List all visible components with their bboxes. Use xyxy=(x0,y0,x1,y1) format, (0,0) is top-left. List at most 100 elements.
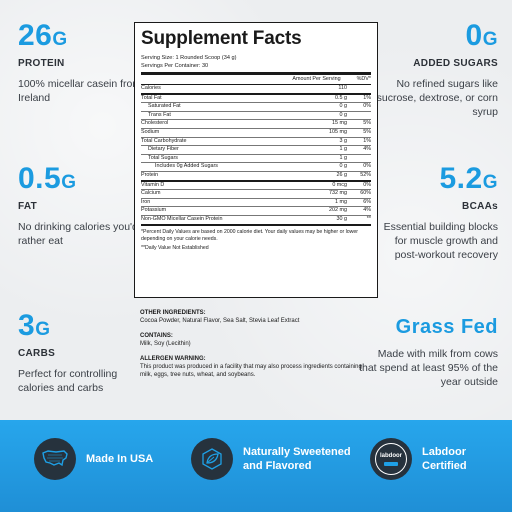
supplement-facts-panel: Supplement Facts Serving Size: 1 Rounded… xyxy=(134,22,378,298)
contains-heading: CONTAINS: xyxy=(140,333,173,339)
labdoor-seal-text: labdoor xyxy=(380,452,402,459)
facts-cell-name: Trans Fat xyxy=(148,111,171,118)
facts-row: Total Carbohydrate 3 g 1% xyxy=(141,138,371,147)
stat-value: Grass Fed xyxy=(395,316,498,338)
facts-row: Calories 110 xyxy=(141,85,371,95)
facts-cell-amount: 1 g xyxy=(339,146,348,153)
other-ingredients-text: Cocoa Powder, Natural Flavor, Sea Salt, … xyxy=(140,318,300,324)
facts-row: Cholesterol 15 mg 5% xyxy=(141,120,371,129)
facts-row: Iron 1 mg 6% xyxy=(141,199,371,208)
allergen-heading: ALLERGEN WARNING: xyxy=(140,356,206,362)
usa-map-icon xyxy=(34,438,76,480)
facts-cell-name: Iron xyxy=(141,198,151,205)
badge-made-in-usa: Made In USA xyxy=(34,438,153,480)
badge-naturally-sweetened: Naturally Sweetened and Flavored xyxy=(191,438,361,480)
facts-row: Trans Fat 0 g xyxy=(141,112,371,121)
stat-description: 100% micellar casein from Ireland xyxy=(18,78,142,104)
facts-row: Total Sugars 1 g xyxy=(141,155,371,164)
divider xyxy=(141,72,371,75)
facts-row: Dietary Fiber 1 g 4% xyxy=(141,146,371,155)
facts-cell-name: Protein xyxy=(141,171,159,178)
facts-cell-dv: 6% xyxy=(363,198,371,205)
facts-cell-dv: 0% xyxy=(363,103,371,110)
facts-row: Total Fat 0.5 g 1% xyxy=(141,95,371,104)
facts-row: Sodium 105 mg 5% xyxy=(141,129,371,138)
facts-cell-amount: 30 g xyxy=(336,215,348,222)
stat-bcaas: 5.2G BCAAs Essential building blocks for… xyxy=(373,163,498,262)
serving-size: Serving Size: 1 Rounded Scoop (34 g) xyxy=(141,55,237,61)
facts-cell-name: Vitamin D xyxy=(141,181,165,188)
stat-description: Perfect for controlling calories and car… xyxy=(18,368,118,394)
facts-cell-amount: 0 g xyxy=(339,103,348,110)
facts-cell-name: Total Sugars xyxy=(148,154,178,161)
facts-cell-dv: 52% xyxy=(360,171,371,178)
stat-value: 3G xyxy=(18,309,51,342)
stat-caption: BCAAs xyxy=(462,201,498,212)
facts-row: Includes 0g Added Sugars 0 g 0% xyxy=(141,163,371,172)
stat-value: 0G xyxy=(465,19,498,52)
facts-cell-dv: 5% xyxy=(363,120,371,127)
stat-description: No drinking calories you'd rather eat xyxy=(18,221,138,247)
stat-caption: PROTEIN xyxy=(18,58,65,69)
facts-row: Non-GMO Micellar Casein Protein 30 g ** xyxy=(141,216,371,226)
facts-cell-amount: 732 mg xyxy=(329,190,347,197)
facts-row: Calcium 732 mg 60% xyxy=(141,190,371,199)
facts-cell-amount: 1 mg xyxy=(335,198,347,205)
stat-description: Essential building blocks for muscle gro… xyxy=(383,221,498,261)
badge-label: Labdoor Certified xyxy=(422,446,467,472)
stat-caption: ADDED SUGARS xyxy=(413,58,498,69)
facts-cell-amount: 0 g xyxy=(339,163,348,170)
facts-cell-amount: 0.5 g xyxy=(335,94,347,101)
stat-description: Made with milk from cows that spend at l… xyxy=(359,348,498,388)
facts-cell-dv: 4% xyxy=(363,146,371,153)
facts-cell-amount: 3 g xyxy=(339,137,348,144)
facts-cell-dv: 1% xyxy=(363,94,371,101)
facts-cell-dv: 0% xyxy=(363,163,371,170)
facts-cell-dv: 5% xyxy=(363,128,371,135)
badge-labdoor-certified: labdoor Labdoor Certified xyxy=(370,438,502,480)
facts-cell-name: Potassium xyxy=(141,207,167,214)
facts-cell-name: Sodium xyxy=(141,128,160,135)
facts-cell-name: Saturated Fat xyxy=(148,103,181,110)
facts-cell-amount: 110 xyxy=(338,85,347,91)
servings-per-container: Servings Per Container: 30 xyxy=(141,63,209,69)
facts-cell-amount: 26 g xyxy=(336,171,348,178)
badge-label: Made In USA xyxy=(86,453,154,465)
other-ingredients-heading: OTHER INGREDIENTS: xyxy=(140,310,206,316)
facts-cell-name: Total Fat xyxy=(141,94,162,101)
stat-grass-fed: Grass Fed Made with milk from cows that … xyxy=(358,315,498,389)
facts-cell-dv: 1% xyxy=(363,137,371,144)
stat-value: 5.2G xyxy=(439,162,498,195)
stat-value: 0.5G xyxy=(18,162,77,195)
facts-cell-amount: 15 mg xyxy=(332,120,347,127)
stat-carbs: 3G CARBS Perfect for controlling calorie… xyxy=(18,310,143,395)
stat-fat: 0.5G FAT No drinking calories you'd rath… xyxy=(18,163,143,248)
facts-cell-name: Dietary Fiber xyxy=(148,146,179,153)
facts-header: Amount Per Serving %DV* xyxy=(141,75,371,85)
facts-row: Potassium 202 mg 4% xyxy=(141,207,371,216)
facts-cell-name: Calcium xyxy=(141,190,161,197)
facts-cell-dv: 4% xyxy=(363,207,371,214)
facts-cell-name: Calories xyxy=(141,85,161,91)
facts-cell-name: Non-GMO Micellar Casein Protein xyxy=(141,215,223,222)
stat-value: 26G xyxy=(18,19,68,52)
badge-band xyxy=(0,420,512,512)
facts-cell-name: Total Carbohydrate xyxy=(141,137,187,144)
facts-rows: Calories 110 Total Fat 0.5 g 1% Saturated Fat… xyxy=(141,85,371,226)
facts-row: Saturated Fat 0 g 0% xyxy=(141,103,371,112)
facts-cell-amount: 0 g xyxy=(339,111,348,118)
allergen-text: This product was produced in a facility … xyxy=(140,364,362,378)
footnote-dv: *Percent Daily Values are based on 2000 … xyxy=(141,228,359,243)
facts-row: Vitamin D 0 mcg 0% xyxy=(141,182,371,191)
facts-cell-amount: 202 mg xyxy=(329,207,347,214)
badge-label: Naturally Sweetened and Flavored xyxy=(243,446,351,472)
stat-protein: 26G PROTEIN 100% micellar casein from Ir… xyxy=(18,20,143,105)
labdoor-seal-icon: labdoor xyxy=(370,438,412,480)
contains-text: Milk, Soy (Lecithin) xyxy=(140,341,191,347)
facts-cell-dv: 0% xyxy=(363,181,371,188)
panel-title: Supplement Facts xyxy=(141,28,302,49)
stat-description: No refined sugars like sucrose, dextrose… xyxy=(376,78,498,118)
facts-cell-name: Cholesterol xyxy=(141,120,169,127)
leaf-icon xyxy=(191,438,233,480)
stat-caption: CARBS xyxy=(18,348,56,359)
